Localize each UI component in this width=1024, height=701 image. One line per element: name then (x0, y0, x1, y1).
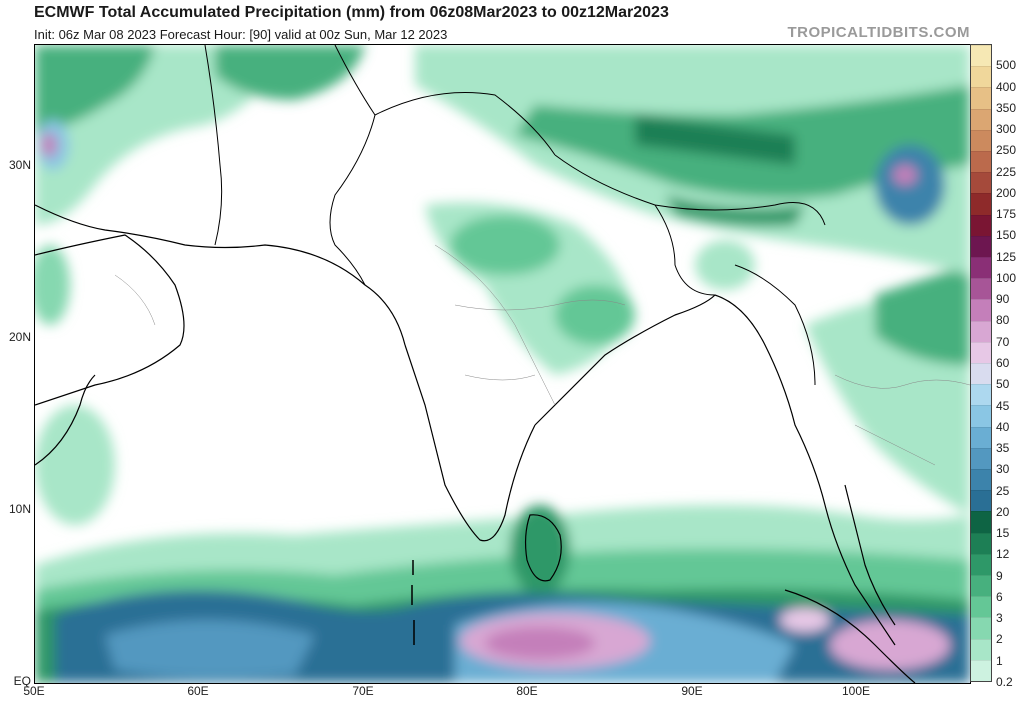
colorbar-segment (971, 511, 991, 533)
colorbar-level-label: 50 (996, 377, 1010, 392)
colorbar-segment (971, 44, 991, 67)
lon-label-70e: 70E (352, 684, 374, 698)
colorbar-level-label: 2 (996, 632, 1003, 647)
precipitation-map (34, 44, 971, 684)
colorbar-level-label: 100 (996, 270, 1017, 285)
map-canvas (35, 45, 970, 683)
colorbar-segment (971, 341, 991, 363)
colorbar-level-label: 70 (996, 334, 1010, 349)
colorbar-segment (971, 235, 991, 257)
state-borders (114, 244, 970, 466)
lat-label-10n: 10N (8, 502, 31, 516)
colorbar-level-label: 40 (996, 419, 1010, 434)
colorbar-segment (971, 596, 991, 618)
colorbar-level-label: 175 (996, 207, 1017, 222)
colorbar-segment (971, 278, 991, 300)
colorbar-segment (971, 659, 991, 681)
colorbar-segment (971, 617, 991, 639)
colorbar-segment (971, 638, 991, 660)
chart-subtitle: Init: 06z Mar 08 2023 Forecast Hour: [90… (34, 27, 448, 42)
lon-label-80e: 80E (516, 684, 538, 698)
colorbar-segment (971, 214, 991, 236)
colorbar-level-label: 225 (996, 164, 1017, 179)
colorbar-segment (971, 320, 991, 342)
colorbar-level-label: 0.2 (996, 675, 1013, 689)
colorbar-level-label: 500 (996, 58, 1017, 73)
colorbar-segment (971, 150, 991, 173)
colorbar-segment (971, 447, 991, 469)
colorbar-segment (971, 172, 991, 194)
colorbar-level-label: 30 (996, 462, 1010, 477)
lat-label-30n: 30N (8, 158, 31, 172)
colorbar-level-label: 60 (996, 356, 1010, 370)
lon-label-90e: 90E (681, 684, 703, 698)
colorbar-level-label: 300 (996, 122, 1017, 137)
colorbar-segment (971, 129, 991, 151)
colorbar-segment (971, 66, 991, 88)
colorbar-segment (971, 553, 991, 575)
source-watermark: TROPICALTIDBITS.COM (787, 24, 970, 41)
colorbar-segment (971, 574, 991, 597)
colorbar-segment (971, 256, 991, 279)
precip-field (35, 45, 970, 683)
colorbar-level-label: 400 (996, 79, 1017, 94)
chart-title: ECMWF Total Accumulated Precipitation (m… (34, 4, 669, 21)
colorbar-level-label: 80 (996, 313, 1010, 328)
country-borders (204, 45, 826, 386)
colorbar-level-label: 125 (996, 249, 1017, 264)
colorbar-segment (971, 468, 991, 491)
lat-label-20n: 20N (8, 330, 31, 344)
colorbar-segment (971, 362, 991, 385)
coastlines (35, 204, 916, 683)
colorbar-segment (971, 532, 991, 554)
colorbar-level-label: 6 (996, 589, 1003, 604)
lat-label-eq: EQ (13, 674, 31, 688)
lon-label-60e: 60E (187, 684, 209, 698)
colorbar-segment (971, 87, 991, 109)
lon-label-100e: 100E (841, 684, 871, 698)
colorbar-level-label: 12 (996, 547, 1010, 562)
colorbar-level-label: 90 (996, 292, 1010, 307)
colorbar-segment (971, 405, 991, 427)
colorbar-segment (971, 108, 991, 130)
colorbar-segment (971, 490, 991, 512)
colorbar-level-label: 15 (996, 526, 1010, 541)
colorbar-level-label: 200 (996, 185, 1017, 200)
colorbar-level-label: 350 (996, 100, 1017, 115)
colorbar-level-label: 45 (996, 398, 1010, 413)
colorbar-level-label: 1 (996, 653, 1003, 668)
colorbar-segment (971, 193, 991, 215)
colorbar-segment (971, 299, 991, 321)
lon-label-50e: 50E (23, 684, 45, 698)
colorbar-level-label: 3 (996, 611, 1003, 626)
colorbar-level-label: 250 (996, 143, 1017, 158)
colorbar-level-label: 9 (996, 568, 1003, 583)
colorbar-labels: 0.2 1 2 3 6 9 12 15 20 25 30 35 40 45 50 60 70 80 90 100 125… (996, 44, 1024, 689)
colorbar (970, 44, 992, 682)
colorbar-level-label: 35 (996, 441, 1010, 456)
colorbar-level-label: 150 (996, 228, 1017, 243)
colorbar-level-label: 20 (996, 504, 1010, 519)
colorbar-segment (971, 384, 991, 406)
colorbar-segment (971, 426, 991, 448)
colorbar-level-label: 25 (996, 483, 1010, 498)
